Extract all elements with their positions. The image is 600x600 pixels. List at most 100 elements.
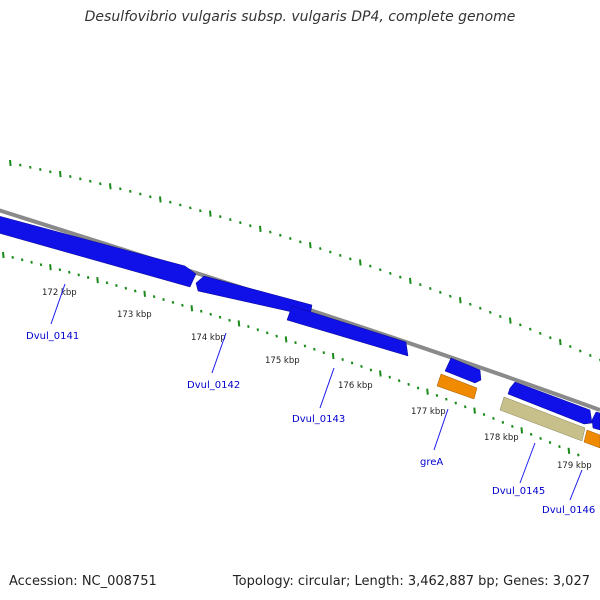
minor-tick xyxy=(20,258,24,262)
minor-tick xyxy=(399,275,402,279)
gene-labels: Dvul_0141 Dvul_0142 Dvul_0143 greA Dvul_… xyxy=(26,331,595,516)
minor-tick xyxy=(39,168,42,172)
minor-tick xyxy=(275,334,278,338)
scale-label: 174 kbp xyxy=(191,333,226,343)
minor-tick xyxy=(279,233,282,237)
minor-tick xyxy=(299,240,302,244)
gene-dvul-0142-arrow[interactable] xyxy=(195,275,313,317)
minor-tick xyxy=(179,203,182,207)
minor-tick xyxy=(11,255,14,259)
gene-dvul-0143-arrow[interactable] xyxy=(286,305,409,357)
minor-tick xyxy=(416,386,420,390)
minor-tick xyxy=(294,341,297,345)
minor-tick xyxy=(548,441,552,445)
minor-tick xyxy=(124,286,128,290)
gene-label-dvul-0145[interactable]: Dvul_0145 xyxy=(492,486,545,497)
major-tick xyxy=(109,183,112,190)
minor-tick xyxy=(171,300,175,304)
leader-line xyxy=(319,367,335,409)
minor-tick xyxy=(339,253,342,257)
gene-dvul-0141-arrow[interactable] xyxy=(0,215,197,288)
major-tick xyxy=(359,259,362,266)
major-tick xyxy=(459,297,462,304)
minor-tick xyxy=(49,170,52,174)
scale-label: 179 kbp xyxy=(557,461,592,471)
gene-label-dvul-0141[interactable]: Dvul_0141 xyxy=(26,331,79,342)
minor-tick xyxy=(350,361,354,365)
cds-dvul-0145[interactable] xyxy=(499,396,586,442)
gene-dvul-0145-arrow[interactable] xyxy=(507,381,593,425)
scale-label: 172 kbp xyxy=(42,288,77,298)
minor-tick xyxy=(539,436,542,440)
major-tick xyxy=(331,352,335,360)
minor-tick xyxy=(181,303,184,307)
gene-label-dvul-0146[interactable]: Dvul_0146 xyxy=(542,505,595,516)
minor-tick xyxy=(247,325,250,329)
minor-tick xyxy=(119,187,122,191)
minor-tick xyxy=(162,297,165,301)
minor-tick xyxy=(529,327,532,331)
scale-label: 176 kbp xyxy=(338,381,373,391)
minor-tick xyxy=(228,318,231,322)
minor-tick xyxy=(169,200,172,204)
major-tick xyxy=(473,407,476,414)
outer-tick-marks xyxy=(9,159,600,362)
minor-tick xyxy=(579,349,582,353)
minor-tick xyxy=(29,165,32,169)
map-title: Desulfovibrio vulgaris subsp. vulgaris D… xyxy=(84,9,516,25)
minor-tick xyxy=(68,270,71,274)
gene-label-dvul-0143[interactable]: Dvul_0143 xyxy=(292,414,345,425)
major-tick xyxy=(379,370,382,377)
leader-line xyxy=(569,469,583,501)
minor-tick xyxy=(19,163,22,167)
minor-tick xyxy=(469,302,472,306)
gene-label-leaders xyxy=(50,283,583,501)
minor-tick xyxy=(439,290,442,294)
major-tick xyxy=(9,159,12,167)
major-tick xyxy=(49,264,52,271)
minor-tick xyxy=(239,221,242,225)
leader-line xyxy=(519,442,536,484)
major-tick xyxy=(567,447,571,454)
forward-genes xyxy=(0,215,600,431)
gene-dvul-0146-arrow[interactable] xyxy=(591,411,600,431)
minor-tick xyxy=(558,445,561,449)
minor-tick xyxy=(149,195,152,199)
major-tick xyxy=(284,336,288,343)
genome-summary-text: Topology: circular; Length: 3,462,887 bp… xyxy=(232,574,590,589)
minor-tick xyxy=(269,230,272,234)
minor-tick xyxy=(209,312,212,316)
minor-tick xyxy=(69,174,72,178)
major-tick xyxy=(520,427,524,434)
gene-label-dvul-0142[interactable]: Dvul_0142 xyxy=(187,380,240,391)
minor-tick xyxy=(445,397,448,401)
major-tick xyxy=(190,305,194,312)
minor-tick xyxy=(501,420,505,424)
cds-grea[interactable] xyxy=(436,373,478,400)
major-tick xyxy=(309,242,312,249)
minor-tick xyxy=(511,424,514,428)
gene-grea-arrow[interactable] xyxy=(444,357,482,384)
major-tick xyxy=(59,171,62,178)
minor-tick xyxy=(199,309,203,313)
minor-tick xyxy=(289,237,292,241)
minor-tick xyxy=(519,323,522,327)
minor-tick xyxy=(369,264,372,268)
minor-tick xyxy=(219,215,222,219)
minor-tick xyxy=(105,281,109,285)
minor-tick xyxy=(589,353,592,357)
major-tick xyxy=(509,317,512,324)
gene-label-grea[interactable]: greA xyxy=(420,457,443,468)
major-tick xyxy=(96,277,99,284)
minor-tick xyxy=(249,224,252,228)
minor-tick xyxy=(79,177,82,181)
minor-tick xyxy=(229,218,232,222)
major-tick xyxy=(237,320,241,327)
minor-tick xyxy=(129,189,132,193)
minor-tick xyxy=(77,273,80,277)
minor-tick xyxy=(449,294,452,298)
minor-tick xyxy=(569,345,572,348)
minor-tick xyxy=(529,432,533,436)
cds-dvul-0146[interactable] xyxy=(583,429,600,449)
major-tick xyxy=(143,290,146,297)
